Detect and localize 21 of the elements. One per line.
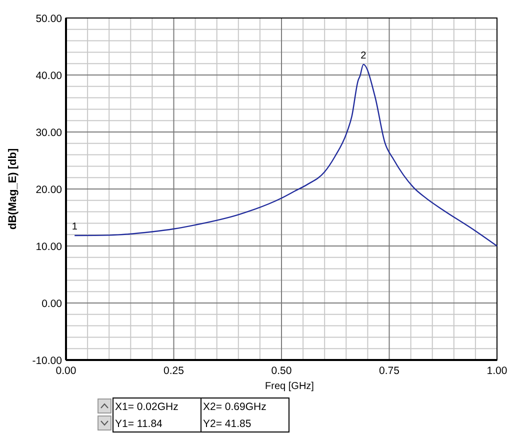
text: X2= 0.69GHz xyxy=(203,401,266,413)
x-tick-label: 1.00 xyxy=(486,365,508,377)
text: X1= 0.02GHz xyxy=(115,401,178,413)
x-tick-label: 0.00 xyxy=(56,365,76,377)
y-tick-label: 50.00 xyxy=(36,13,62,25)
y-axis-title: dB(Mag_E) [db] xyxy=(7,148,19,230)
x-axis-title: Freq [GHz] xyxy=(265,381,314,392)
y-tick-label: 20.00 xyxy=(36,184,62,196)
text: Y1= 11.84 xyxy=(115,418,163,430)
y-tick-label: 40.00 xyxy=(36,70,62,82)
y-tick-label: -10.00 xyxy=(32,355,62,367)
annotation: 1 xyxy=(72,222,78,233)
line-series xyxy=(74,64,498,247)
annotation: 2 xyxy=(360,50,367,62)
text: Y2= 41.85 xyxy=(203,418,252,430)
y-tick-label: 30.00 xyxy=(36,127,62,139)
x-tick-label: 0.25 xyxy=(164,365,184,377)
y-tick-label: 0.00 xyxy=(42,298,62,310)
y-tick-label: 10.00 xyxy=(36,241,62,253)
x-tick-label: 0.75 xyxy=(379,365,400,377)
x-tick-label: 0.50 xyxy=(271,365,292,377)
